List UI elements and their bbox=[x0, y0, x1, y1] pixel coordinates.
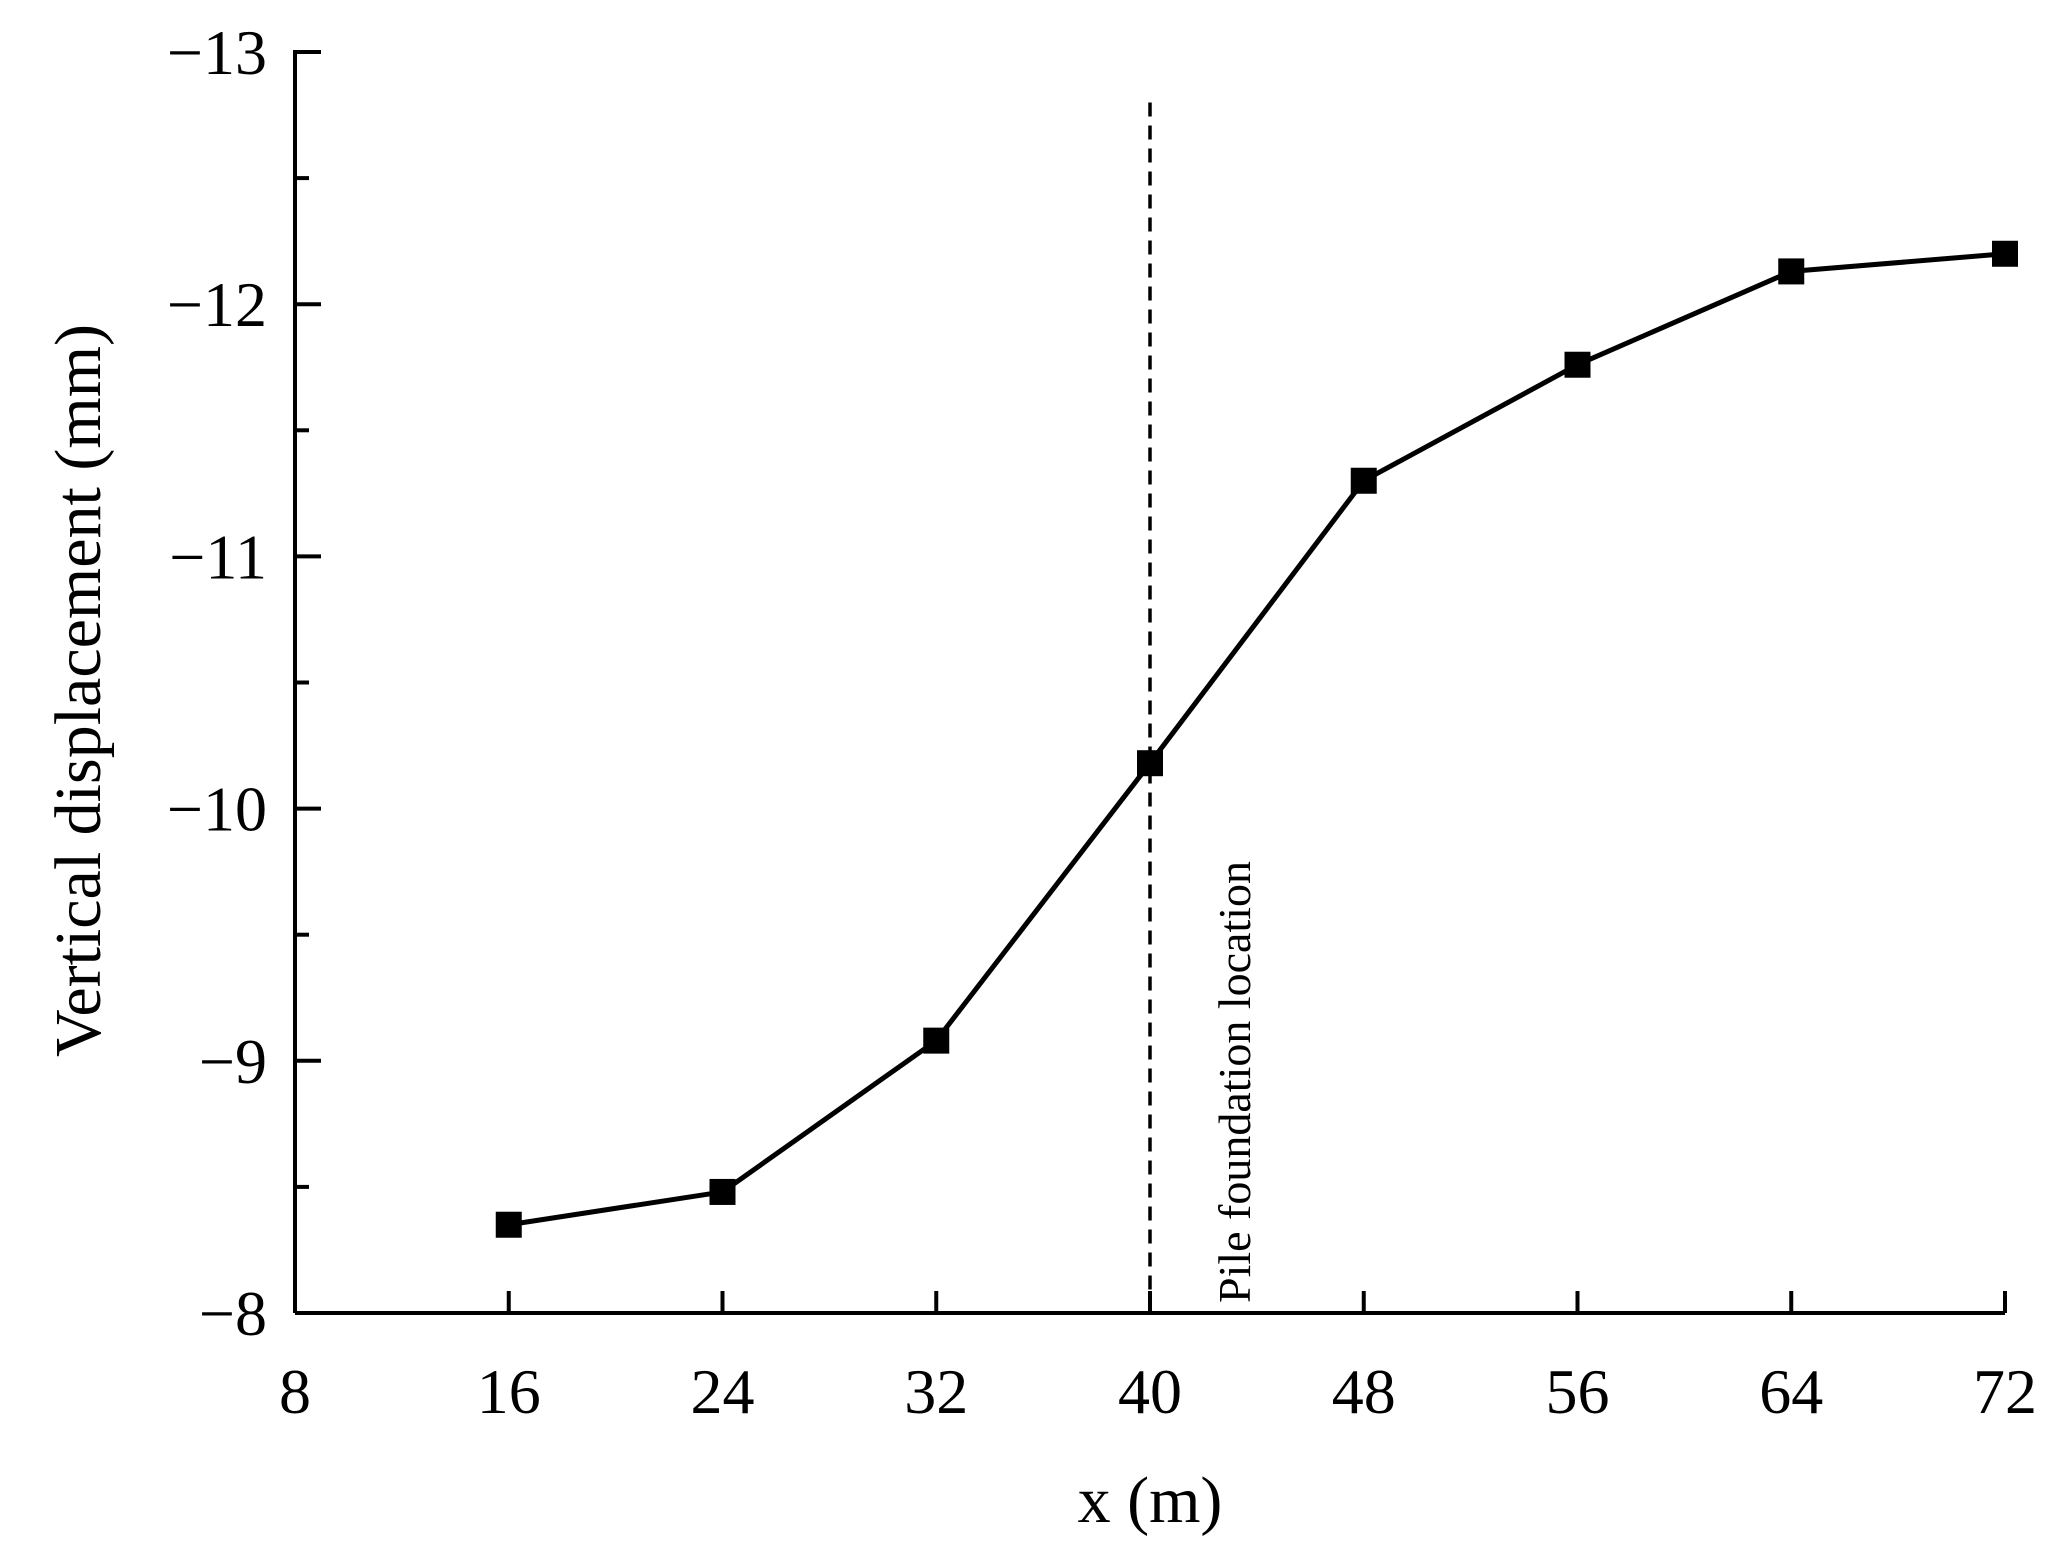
x-tick-label: 72 bbox=[1973, 1356, 2037, 1427]
x-tick-label: 24 bbox=[691, 1356, 755, 1427]
x-tick-label: 64 bbox=[1759, 1356, 1823, 1427]
x-tick-label: 8 bbox=[279, 1356, 311, 1427]
data-point bbox=[1992, 240, 2018, 267]
data-point bbox=[709, 1178, 736, 1205]
y-axis-title: Vertical displacement (mm) bbox=[42, 324, 115, 1057]
x-tick-label: 48 bbox=[1332, 1356, 1396, 1427]
x-tick-label: 16 bbox=[477, 1356, 541, 1427]
y-tick-label: −9 bbox=[199, 1026, 267, 1097]
pile-foundation-annotation: Pile foundation location bbox=[1209, 861, 1260, 1303]
tick-labels-group: 8 16 24 32 40 48 56 64 72 −8 −9 −10 −11 −12 −13 bbox=[167, 17, 2037, 1427]
y-tick-label: −12 bbox=[167, 269, 267, 340]
y-tick-label: −11 bbox=[169, 521, 267, 592]
x-tick-label: 40 bbox=[1118, 1356, 1182, 1427]
data-point bbox=[923, 1027, 950, 1054]
data-point bbox=[1564, 351, 1591, 378]
data-point bbox=[495, 1211, 522, 1238]
x-tick-label: 56 bbox=[1546, 1356, 1610, 1427]
x-tick-label: 32 bbox=[904, 1356, 968, 1427]
axes bbox=[293, 50, 2007, 1315]
data-point bbox=[1350, 467, 1377, 494]
y-tick-label: −13 bbox=[167, 17, 267, 88]
x-axis-title: x (m) bbox=[1078, 1464, 1223, 1537]
data-point bbox=[1137, 750, 1163, 777]
y-tick-label: −10 bbox=[167, 774, 267, 845]
series-line bbox=[508, 251, 2006, 1228]
y-tick-label: −8 bbox=[199, 1278, 267, 1349]
data-point bbox=[1778, 258, 1805, 285]
series-group bbox=[495, 240, 2018, 1238]
